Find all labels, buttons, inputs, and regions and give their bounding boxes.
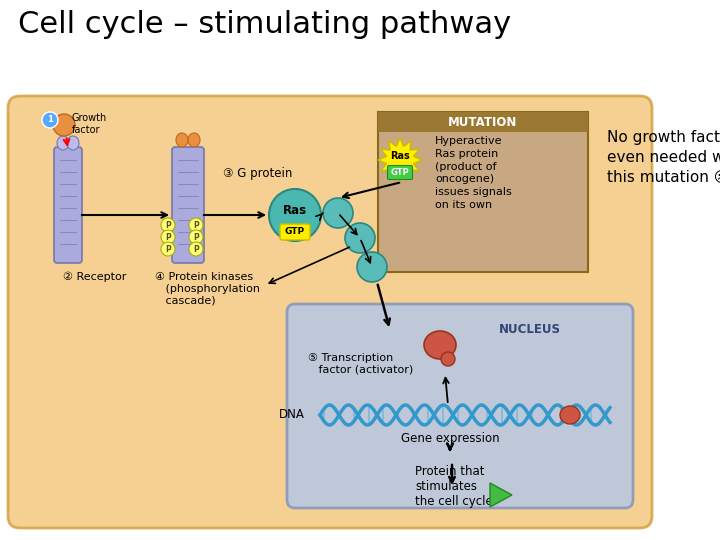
Text: DNA: DNA [279,408,305,422]
FancyBboxPatch shape [287,304,633,508]
Text: Gene expression: Gene expression [401,432,499,445]
Text: ④ Protein kinases
   (phosphorylation
   cascade): ④ Protein kinases (phosphorylation casca… [155,272,260,305]
Text: 1: 1 [47,116,53,125]
Text: Growth
factor: Growth factor [72,113,107,134]
Ellipse shape [57,136,69,150]
Circle shape [269,189,321,241]
FancyBboxPatch shape [8,96,652,528]
Text: NUCLEUS: NUCLEUS [499,323,561,336]
Circle shape [345,223,375,253]
Text: ③ G protein: ③ G protein [223,167,292,180]
Text: Hyperactive
Ras protein
(product of
oncogene)
issues signals
on its own: Hyperactive Ras protein (product of onco… [435,136,512,210]
Text: Cell cycle – stimulating pathway: Cell cycle – stimulating pathway [18,10,511,39]
Text: P: P [165,233,171,241]
Circle shape [42,112,58,128]
Text: P: P [193,245,199,253]
FancyBboxPatch shape [387,165,413,179]
Circle shape [161,230,175,244]
Ellipse shape [67,136,79,150]
Circle shape [161,242,175,256]
Text: No growth factor
even needed with
this mutation ☹: No growth factor even needed with this m… [607,130,720,185]
Circle shape [189,242,203,256]
Text: P: P [165,245,171,253]
Text: Protein that
stimulates
the cell cycle: Protein that stimulates the cell cycle [415,465,492,508]
Text: ② Receptor: ② Receptor [63,272,127,282]
Text: Ras: Ras [283,205,307,218]
Ellipse shape [441,352,455,366]
Text: GTP: GTP [285,227,305,237]
Text: P: P [193,233,199,241]
Ellipse shape [188,133,200,147]
Circle shape [323,198,353,228]
FancyBboxPatch shape [378,112,588,132]
Circle shape [357,252,387,282]
Ellipse shape [176,133,188,147]
Ellipse shape [424,331,456,359]
Text: GTP: GTP [391,168,410,177]
Text: P: P [193,220,199,230]
Text: MUTATION: MUTATION [449,116,518,129]
Ellipse shape [560,406,580,424]
Circle shape [161,218,175,232]
Polygon shape [490,483,512,507]
FancyBboxPatch shape [54,147,82,263]
Circle shape [189,230,203,244]
FancyBboxPatch shape [378,112,588,272]
Text: Ras: Ras [390,151,410,161]
Text: P: P [165,220,171,230]
Circle shape [189,218,203,232]
FancyBboxPatch shape [280,224,310,240]
FancyBboxPatch shape [172,147,204,263]
Polygon shape [378,138,422,182]
Text: ⑤ Transcription
   factor (activator): ⑤ Transcription factor (activator) [308,353,413,375]
Circle shape [53,114,75,136]
